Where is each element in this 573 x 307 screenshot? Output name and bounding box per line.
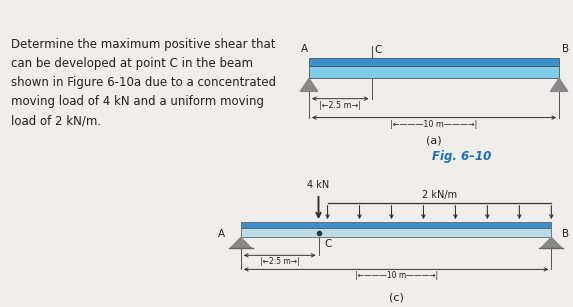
Text: 4 kN: 4 kN: [307, 180, 329, 190]
Bar: [309, 58, 559, 66]
Bar: [241, 228, 551, 237]
Polygon shape: [541, 237, 562, 248]
Text: |←2.5 m→|: |←2.5 m→|: [319, 101, 361, 110]
Bar: [295, 0, 573, 162]
Polygon shape: [230, 237, 252, 248]
Text: |←———10 m———→|: |←———10 m———→|: [390, 120, 478, 129]
Text: |←2.5 m→|: |←2.5 m→|: [260, 257, 300, 266]
Text: A: A: [300, 44, 308, 54]
Bar: [241, 222, 551, 228]
Text: Fig. 6–10: Fig. 6–10: [432, 150, 492, 163]
Bar: [218, 152, 573, 307]
Polygon shape: [550, 78, 568, 91]
Text: B: B: [562, 230, 570, 239]
Text: (c): (c): [388, 293, 403, 303]
Text: A: A: [218, 230, 225, 239]
Text: C: C: [374, 45, 382, 55]
Text: (a): (a): [426, 136, 442, 146]
Bar: [309, 66, 559, 78]
Text: Determine the maximum positive shear that
can be developed at point C in the bea: Determine the maximum positive shear tha…: [11, 38, 277, 127]
Polygon shape: [300, 78, 318, 91]
Text: 2 kN/m: 2 kN/m: [422, 190, 457, 200]
Text: |←———10 m———→|: |←———10 m———→|: [355, 271, 438, 280]
Text: B: B: [562, 44, 569, 54]
Bar: [0, 0, 295, 307]
Text: C: C: [324, 239, 331, 249]
